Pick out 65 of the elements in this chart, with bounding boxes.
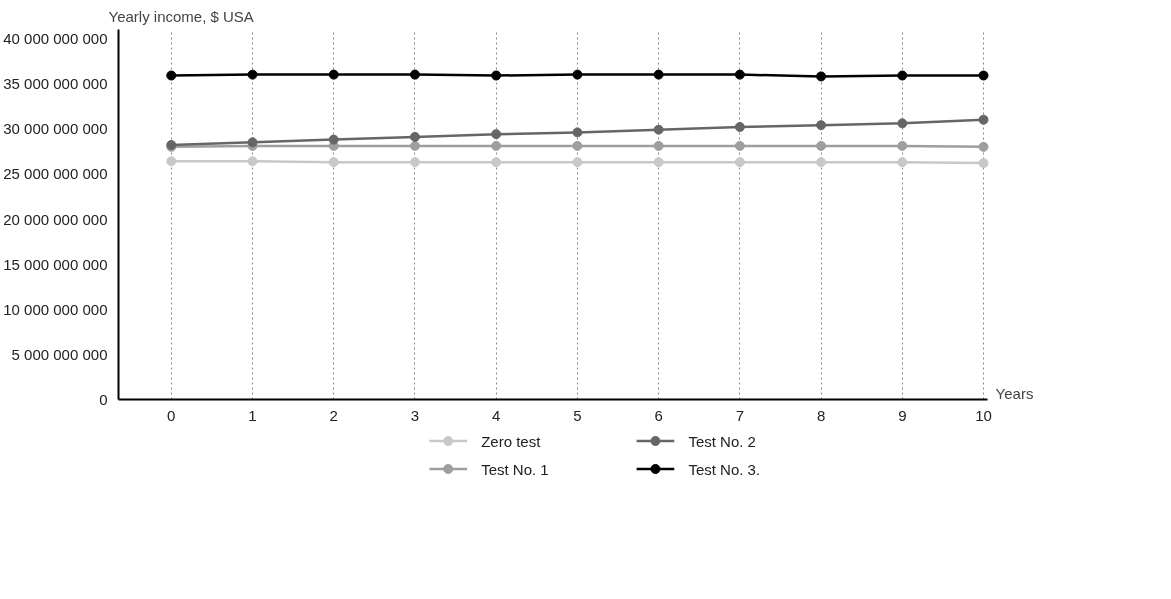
point <box>409 140 420 151</box>
x-tick-label: 4 <box>492 406 501 424</box>
point <box>328 134 339 145</box>
y-tick-label: 5 000 000 000 <box>11 345 108 363</box>
x-tick-label: 2 <box>329 406 338 424</box>
point <box>328 69 339 80</box>
x-tick-label: 5 <box>573 406 582 424</box>
point <box>409 69 420 80</box>
x-tick-label: 6 <box>654 406 663 424</box>
point <box>816 140 827 151</box>
x-tick-label: 10 <box>975 406 992 424</box>
x-tick-label: 0 <box>167 406 176 424</box>
point <box>409 157 420 168</box>
point <box>978 141 989 152</box>
point <box>491 129 502 140</box>
point <box>166 70 177 81</box>
x-axis-title: Years <box>995 384 1034 402</box>
y-tick-label: 30 000 000 000 <box>3 120 108 138</box>
x-tick-label: 8 <box>816 406 826 424</box>
point <box>897 118 908 129</box>
point <box>897 70 908 81</box>
y-tick-label: 10 000 000 000 <box>3 300 108 318</box>
point <box>328 157 339 168</box>
point <box>247 156 258 167</box>
y-tick-label: 20 000 000 000 <box>3 210 108 228</box>
legend-label: Test No. 1 <box>481 460 549 478</box>
point <box>653 69 664 80</box>
point <box>816 120 827 131</box>
point <box>572 127 583 138</box>
point <box>897 140 908 151</box>
x-tick-label: 3 <box>410 406 420 424</box>
y-axis-title: Yearly income, $ USA <box>108 7 254 25</box>
x-tick-label: 7 <box>735 406 745 424</box>
y-tick-label: 15 000 000 000 <box>3 255 108 273</box>
y-tick-label: 40 000 000 000 <box>3 30 108 48</box>
legend-label: Test No. 3. <box>688 460 761 478</box>
y-tick-label: 0 <box>99 391 108 408</box>
point <box>491 70 502 81</box>
point <box>653 140 664 151</box>
point <box>572 69 583 80</box>
point <box>491 157 502 168</box>
x-tick-label: 1 <box>248 406 257 424</box>
y-tick-label: 35 000 000 000 <box>3 75 108 93</box>
point <box>409 131 420 142</box>
point <box>897 157 908 168</box>
point <box>653 124 664 135</box>
x-tick-label: 9 <box>898 406 907 424</box>
point <box>572 157 583 168</box>
point <box>166 156 177 167</box>
y-tick-label: 25 000 000 000 <box>3 165 108 183</box>
point <box>653 157 664 168</box>
point <box>816 157 827 168</box>
point <box>572 140 583 151</box>
point <box>247 69 258 80</box>
point <box>734 121 745 132</box>
legend-label: Test No. 2 <box>688 432 756 450</box>
point <box>734 69 745 80</box>
point <box>734 157 745 168</box>
point <box>978 114 989 125</box>
point <box>816 71 827 82</box>
point <box>734 140 745 151</box>
point <box>491 140 502 151</box>
point <box>978 158 989 169</box>
legend-label: Zero test <box>481 432 542 450</box>
point <box>978 70 989 81</box>
